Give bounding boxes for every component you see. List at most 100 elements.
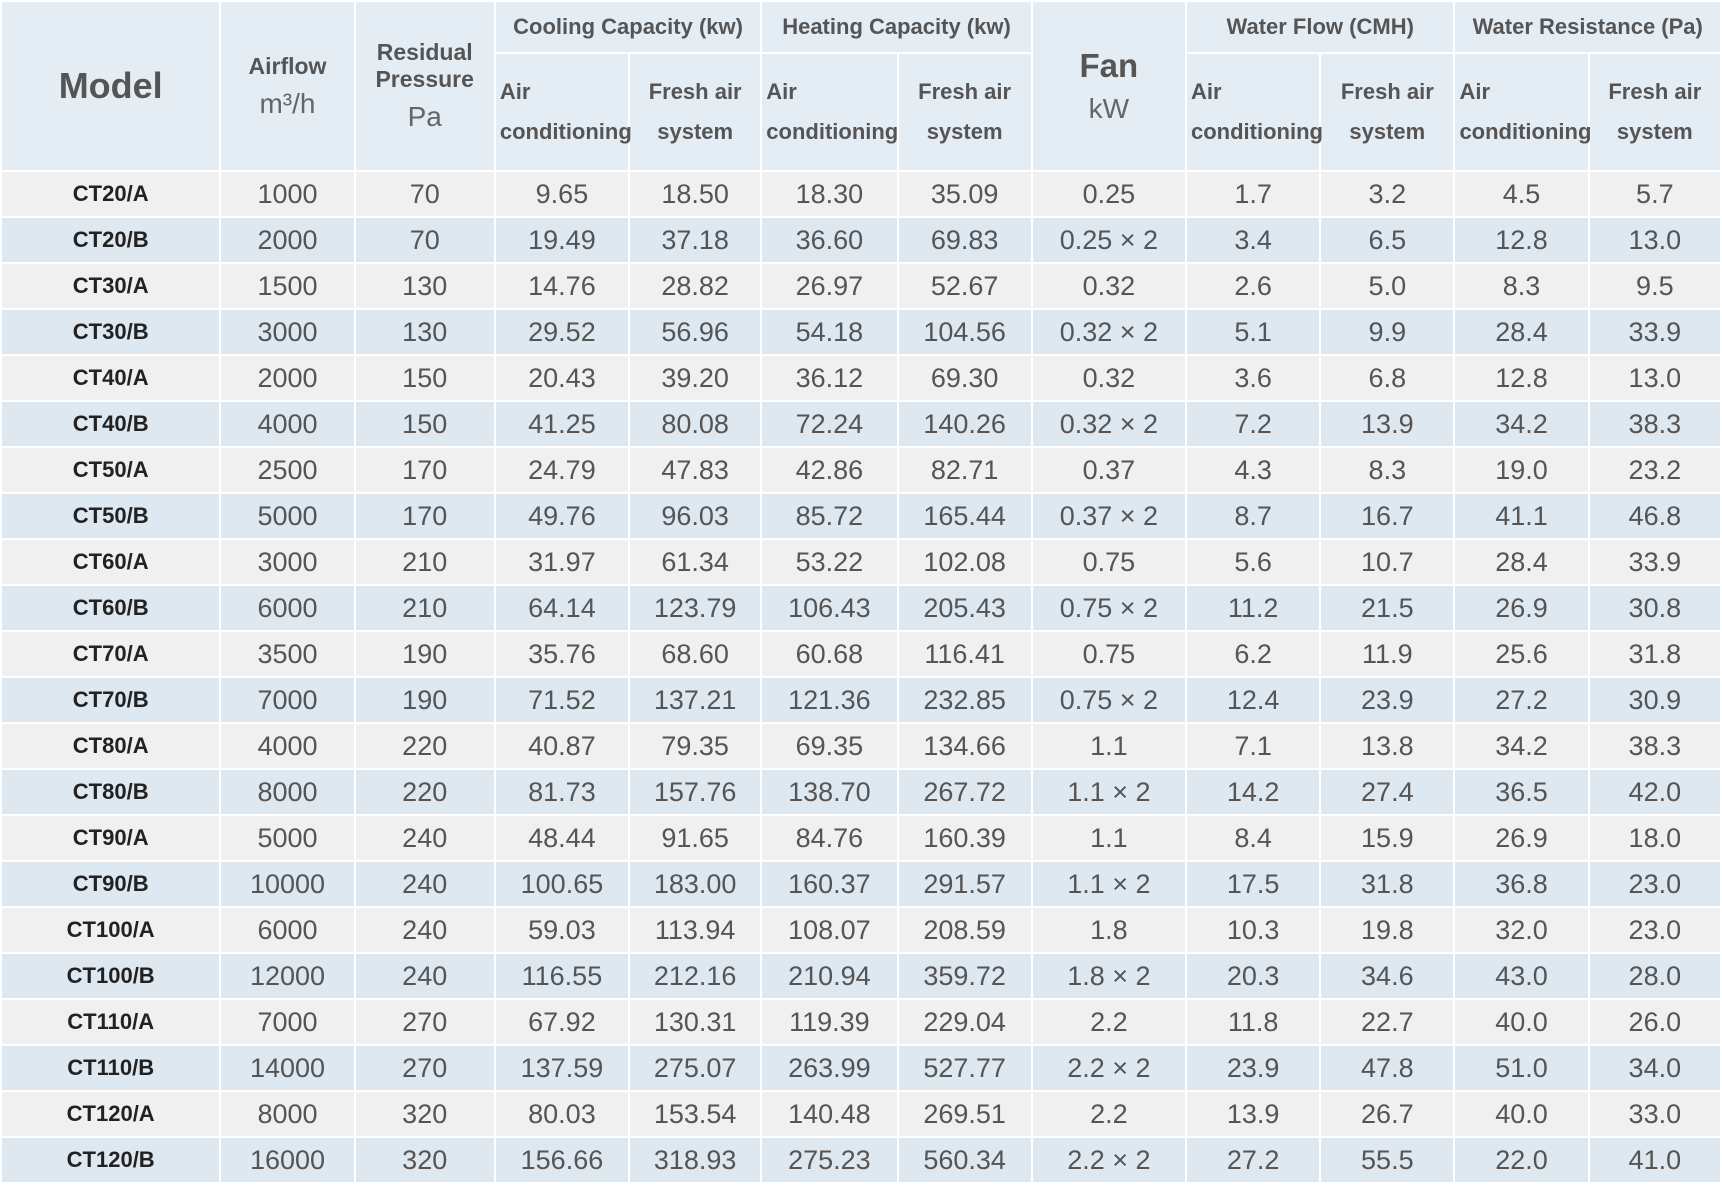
value-cell: 2000	[221, 218, 354, 262]
value-cell: 2.6	[1186, 264, 1320, 308]
value-cell: 560.34	[898, 1138, 1031, 1182]
value-cell: 100.65	[495, 862, 629, 906]
model-cell: CT120/A	[2, 1092, 220, 1136]
value-cell: 64.14	[495, 586, 629, 630]
value-cell: 38.3	[1589, 402, 1720, 446]
value-cell: 55.5	[1321, 1138, 1454, 1182]
value-cell: 11.8	[1186, 1000, 1320, 1044]
value-cell: 102.08	[898, 540, 1031, 584]
value-cell: 11.9	[1321, 632, 1454, 676]
value-cell: 22.7	[1321, 1000, 1454, 1044]
value-cell: 82.71	[898, 448, 1031, 492]
value-cell: 4000	[221, 724, 354, 768]
value-cell: 10.3	[1186, 908, 1320, 952]
value-cell: 23.9	[1186, 1046, 1320, 1090]
value-cell: 0.37	[1032, 448, 1185, 492]
model-cell: CT30/B	[2, 310, 220, 354]
value-cell: 33.0	[1589, 1092, 1720, 1136]
value-cell: 46.8	[1589, 494, 1720, 538]
value-cell: 12.8	[1455, 218, 1588, 262]
value-cell: 263.99	[762, 1046, 897, 1090]
value-cell: 19.8	[1321, 908, 1454, 952]
value-cell: 3000	[221, 310, 354, 354]
value-cell: 3.4	[1186, 218, 1320, 262]
value-cell: 190	[355, 632, 494, 676]
value-cell: 31.8	[1321, 862, 1454, 906]
value-cell: 320	[355, 1138, 494, 1182]
value-cell: 527.77	[898, 1046, 1031, 1090]
sub-header: Air conditioning	[1455, 54, 1591, 170]
value-cell: 40.0	[1455, 1092, 1588, 1136]
value-cell: 220	[355, 770, 494, 814]
value-cell: 291.57	[898, 862, 1031, 906]
value-cell: 31.97	[495, 540, 629, 584]
table-row: CT100/B 12000 240 116.55 212.16 210.94 359.72 1…	[2, 954, 1720, 998]
model-cell: CT20/B	[2, 218, 220, 262]
value-cell: 49.76	[495, 494, 629, 538]
value-cell: 56.96	[630, 310, 761, 354]
value-cell: 72.24	[762, 402, 897, 446]
value-cell: 130	[355, 310, 494, 354]
value-cell: 2000	[221, 356, 354, 400]
value-cell: 12000	[221, 954, 354, 998]
value-cell: 240	[355, 954, 494, 998]
value-cell: 36.5	[1455, 770, 1588, 814]
value-cell: 47.83	[630, 448, 761, 492]
value-cell: 5.1	[1186, 310, 1320, 354]
value-cell: 2.2	[1032, 1092, 1185, 1136]
header-text: Fan	[1079, 47, 1139, 84]
value-cell: 15.9	[1321, 816, 1454, 860]
value-cell: 67.92	[495, 1000, 629, 1044]
value-cell: 1.1 × 2	[1032, 770, 1185, 814]
value-cell: 21.5	[1321, 586, 1454, 630]
table-row: CT110/B 14000 270 137.59 275.07 263.99 527.77 2…	[2, 1046, 1720, 1090]
sub-header: Air conditioning	[762, 54, 898, 170]
value-cell: 69.30	[898, 356, 1031, 400]
value-cell: 43.0	[1455, 954, 1588, 998]
value-cell: 13.9	[1321, 402, 1454, 446]
value-cell: 51.0	[1455, 1046, 1588, 1090]
fan-header: Fan kW	[1032, 2, 1185, 170]
group-header: Water Resistance (Pa)	[1455, 2, 1720, 52]
unit-text: kW	[1088, 93, 1130, 124]
table-row: CT50/A 2500 170 24.79 47.83 42.86 82.71 0.37 4.3…	[2, 448, 1720, 492]
model-cell: CT100/B	[2, 954, 220, 998]
table-row: CT70/B 7000 190 71.52 137.21 121.36 232.85 0.75…	[2, 678, 1720, 722]
table-row: CT60/A 3000 210 31.97 61.34 53.22 102.08 0.75 5.…	[2, 540, 1720, 584]
value-cell: 69.35	[762, 724, 897, 768]
value-cell: 28.4	[1455, 310, 1588, 354]
unit-text: m³/h	[259, 87, 316, 119]
value-cell: 23.0	[1589, 908, 1720, 952]
header-row: Model Airflow m³/h Residual Pressure Pa Co…	[2, 2, 1720, 170]
value-cell: 2.2 × 2	[1032, 1046, 1185, 1090]
table-row: CT50/B 5000 170 49.76 96.03 85.72 165.44 0.37 ×…	[2, 494, 1720, 538]
value-cell: 165.44	[898, 494, 1031, 538]
value-cell: 121.36	[762, 678, 897, 722]
model-cell: CT100/A	[2, 908, 220, 952]
value-cell: 1000	[221, 172, 354, 216]
value-cell: 16.7	[1321, 494, 1454, 538]
value-cell: 80.03	[495, 1092, 629, 1136]
value-cell: 0.32 × 2	[1032, 402, 1185, 446]
value-cell: 42.86	[762, 448, 897, 492]
value-cell: 84.76	[762, 816, 897, 860]
value-cell: 13.0	[1589, 356, 1720, 400]
unit-text: Pa	[407, 101, 442, 132]
value-cell: 3.2	[1321, 172, 1454, 216]
value-cell: 27.2	[1186, 1138, 1320, 1182]
value-cell: 6000	[221, 908, 354, 952]
value-cell: 150	[355, 402, 494, 446]
value-cell: 210	[355, 540, 494, 584]
value-cell: 9.5	[1589, 264, 1720, 308]
value-cell: 7000	[221, 678, 354, 722]
value-cell: 35.76	[495, 632, 629, 676]
value-cell: 1.8	[1032, 908, 1185, 952]
value-cell: 267.72	[898, 770, 1031, 814]
model-cell: CT90/A	[2, 816, 220, 860]
model-cell: CT60/A	[2, 540, 220, 584]
value-cell: 0.32 × 2	[1032, 310, 1185, 354]
value-cell: 140.48	[762, 1092, 897, 1136]
value-cell: 61.34	[630, 540, 761, 584]
value-cell: 8.7	[1186, 494, 1320, 538]
value-cell: 14.76	[495, 264, 629, 308]
